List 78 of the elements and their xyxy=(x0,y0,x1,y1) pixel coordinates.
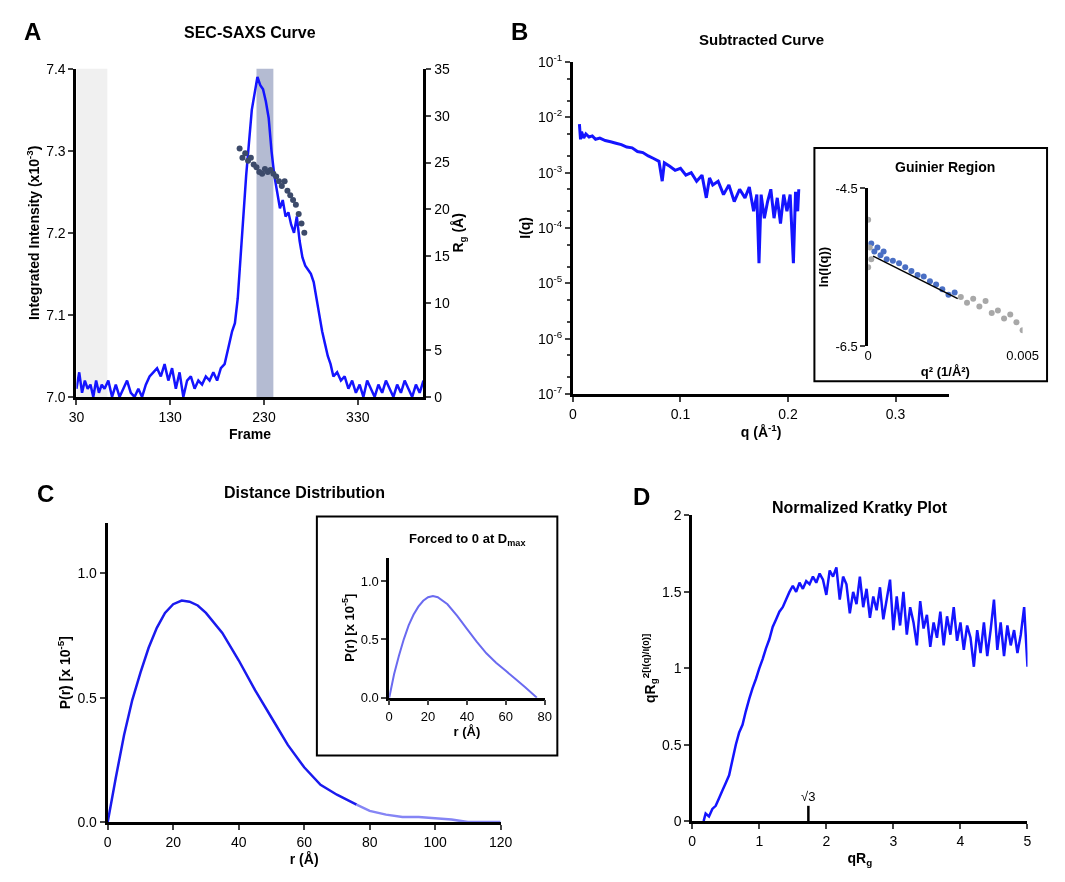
x-tick-label: 2 xyxy=(822,832,831,849)
y-tick-label: 0.5 xyxy=(661,736,682,753)
y-tick-label: 7.2 xyxy=(46,224,66,241)
y-tick-label: 1.5 xyxy=(661,583,682,600)
x-tick-label: 0 xyxy=(569,405,578,422)
x-tick-label: 0.3 xyxy=(885,405,906,422)
y-tick-label: 0.0 xyxy=(360,690,379,706)
x-tick-label: 0.2 xyxy=(778,405,798,422)
y-axis-title: I(q) xyxy=(517,217,534,239)
ref-line-label: √3 xyxy=(801,789,816,804)
x-axis-title: q² (1/Å²) xyxy=(920,363,970,379)
y-tick-label: 10$^{-6}$ xyxy=(537,328,563,347)
y-tick-label: 0.0 xyxy=(77,813,98,830)
x-tick-label: 40 xyxy=(459,709,475,725)
x-tick-label: 4 xyxy=(956,832,965,849)
y2-tick-label: 20 xyxy=(434,201,451,218)
x-tick-label: 120 xyxy=(488,833,513,850)
x-tick-label: 0.1 xyxy=(670,405,691,422)
x-tick-label: 1 xyxy=(755,832,764,849)
text: D xyxy=(633,483,651,510)
chart-title: Distance Distribution xyxy=(224,484,385,501)
y-tick-label: 7.0 xyxy=(46,388,66,405)
x-axis-title: qR$_{g}$ xyxy=(847,850,873,869)
y-tick-label: -6.5 xyxy=(835,338,858,354)
y-tick-label: 1.0 xyxy=(360,573,379,589)
x-tick-label: 0 xyxy=(103,833,112,850)
x-tick-label: 330 xyxy=(346,408,370,425)
x-tick-label: 230 xyxy=(252,408,276,425)
y-tick-label: 1 xyxy=(673,660,682,677)
x-tick-label: 0.005 xyxy=(1006,348,1039,363)
x-tick-label: 80 xyxy=(361,833,378,850)
chart-title: Normalized Kratky Plot xyxy=(772,499,948,516)
y-tick-label: 7.4 xyxy=(46,60,66,77)
x-axis-title: r (Å) xyxy=(453,724,481,740)
text: B xyxy=(511,18,529,45)
y-tick-label: 10$^{-4}$ xyxy=(537,217,563,236)
x-tick-label: 60 xyxy=(296,833,313,850)
chart-title: Forced to 0 at D$_{max}$ xyxy=(409,531,526,548)
x-tick-label: 30 xyxy=(68,408,85,425)
x-tick-label: 5 xyxy=(1023,832,1032,849)
y-tick-label: 10$^{-5}$ xyxy=(537,273,563,292)
y-axis-title: ln(I(q)) xyxy=(816,246,832,288)
y2-tick-label: 25 xyxy=(434,154,451,171)
y-tick-label: 10$^{-3}$ xyxy=(537,162,563,181)
y-tick-label: 7.1 xyxy=(46,306,66,323)
y-tick-label: 0 xyxy=(673,813,682,829)
y-tick-label: 10$^{-1}$ xyxy=(537,51,563,70)
x-tick-label: 100 xyxy=(423,833,448,850)
x-tick-label: 20 xyxy=(420,709,436,725)
y2-tick-label: 10 xyxy=(434,295,451,312)
chart-title: SEC-SAXS Curve xyxy=(184,24,316,41)
x-tick-label: 80 xyxy=(537,709,552,725)
x-axis-title: r (Å) xyxy=(289,851,319,868)
x-tick-label: 60 xyxy=(498,709,514,725)
x-tick-label: 0 xyxy=(385,709,393,725)
y2-tick-label: 0 xyxy=(434,388,443,405)
y-tick-label: 7.3 xyxy=(46,142,66,159)
y-tick-label: 1.0 xyxy=(77,565,98,582)
y2-tick-label: 15 xyxy=(434,248,451,265)
text: A xyxy=(24,18,42,45)
x-axis-title: q (Å$^{-1}$) xyxy=(740,421,782,440)
y-tick-label: 2 xyxy=(673,507,682,524)
chart-title: Subtracted Curve xyxy=(699,31,825,48)
chart-title: Guinier Region xyxy=(895,159,996,175)
y-tick-label: -4.5 xyxy=(835,180,858,196)
x-tick-label: 130 xyxy=(158,408,183,425)
x-tick-label: 40 xyxy=(230,833,247,850)
text: C xyxy=(37,480,55,507)
y-tick-label: 0.5 xyxy=(77,689,98,706)
y-tick-label: 10$^{-2}$ xyxy=(537,107,563,126)
x-tick-label: 20 xyxy=(165,833,182,850)
y-tick-label: 10$^{-7}$ xyxy=(537,384,563,402)
y2-tick-label: 35 xyxy=(434,60,451,77)
y2-tick-label: 30 xyxy=(434,107,451,124)
x-tick-label: 0 xyxy=(688,832,697,849)
x-tick-label: 3 xyxy=(889,832,898,849)
x-axis-title: Frame xyxy=(228,426,272,443)
y-tick-label: 0.5 xyxy=(360,631,379,647)
